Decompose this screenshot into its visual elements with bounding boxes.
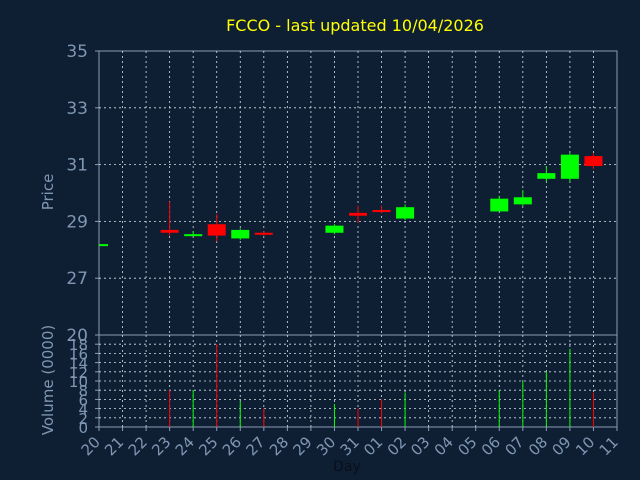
- volume-tick-label: 10: [69, 373, 88, 391]
- candle-body: [325, 225, 344, 233]
- candle-body: [396, 207, 415, 219]
- volume-tick-label: 2: [78, 410, 88, 428]
- candle-body: [372, 210, 391, 213]
- candle-body: [349, 212, 367, 216]
- volume-tick-label: 8: [78, 382, 88, 400]
- candle-body: [207, 224, 226, 236]
- volume-tick-label: 12: [69, 364, 88, 382]
- candle-body: [254, 232, 273, 235]
- candle-body: [513, 197, 532, 205]
- chart-title: FCCO - last updated 10/04/2026: [226, 16, 484, 35]
- candle-body: [490, 198, 509, 212]
- candle-body: [560, 154, 579, 179]
- price-tick-label: 29: [66, 212, 88, 232]
- price-axis-label: Price: [39, 174, 57, 211]
- volume-axis-label: Volume (0000): [39, 325, 57, 435]
- price-tick-label: 31: [66, 156, 88, 176]
- candle-body: [537, 173, 556, 179]
- volume-tick-label: 4: [78, 401, 88, 419]
- candle-body: [99, 244, 108, 247]
- candle-body: [584, 156, 603, 167]
- volume-tick-label: 6: [78, 391, 88, 409]
- volume-tick-label: 18: [69, 336, 88, 354]
- candle-body: [184, 234, 203, 237]
- price-tick-label: 35: [66, 42, 88, 62]
- candle-body: [160, 229, 179, 233]
- volume-tick-label: 16: [69, 345, 88, 363]
- volume-tick-label: 20: [66, 326, 88, 346]
- volume-tick-label: 14: [69, 355, 88, 373]
- x-axis-label: Day: [333, 459, 361, 475]
- price-tick-label: 27: [66, 269, 88, 289]
- volume-tick-label: 0: [78, 419, 88, 437]
- candle-body: [231, 229, 250, 239]
- price-tick-label: 33: [66, 99, 88, 119]
- price-panel: 35 33 31 29 27: [66, 42, 618, 336]
